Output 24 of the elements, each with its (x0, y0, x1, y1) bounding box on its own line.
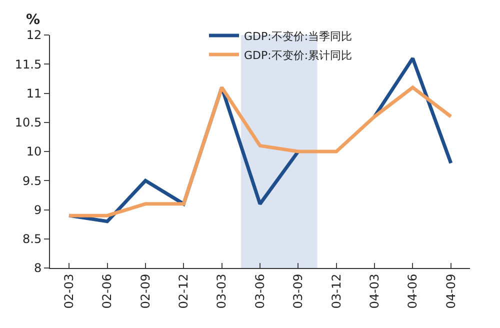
legend-label: GDP:不变价:累计同比 (244, 48, 352, 62)
x-tick-label: 04-03 (367, 274, 382, 309)
x-tick-label: 03-12 (329, 274, 344, 309)
line-series (67, 86, 453, 218)
x-tick-label: 03-09 (291, 274, 306, 309)
y-tick-label: 9 (34, 202, 42, 217)
y-tick-label: 12 (26, 28, 42, 42)
x-tick-label: 03-03 (214, 274, 229, 309)
x-tick-label: 02-06 (100, 274, 114, 309)
y-tick-label: 9.5 (22, 174, 42, 188)
x-tick-label: 02-09 (138, 274, 152, 309)
y-tick-label: 11 (26, 86, 42, 100)
y-axis-title: % (26, 12, 40, 28)
y-tick-label: 10 (26, 144, 42, 159)
y-tick-label: 8 (34, 261, 42, 276)
legend-label: GDP:不变价:当季同比 (244, 30, 352, 43)
x-tick-label: 02-12 (176, 274, 191, 309)
y-tick-label: 11.5 (14, 57, 42, 72)
x-tick-label: 03-06 (252, 274, 267, 309)
y-tick-label: 10.5 (14, 116, 42, 130)
x-tick-label: 04-06 (406, 274, 420, 309)
x-tick-label: 04-09 (444, 274, 458, 309)
x-tick-label: 02-03 (62, 274, 76, 309)
y-tick-label: 8.5 (22, 232, 42, 246)
